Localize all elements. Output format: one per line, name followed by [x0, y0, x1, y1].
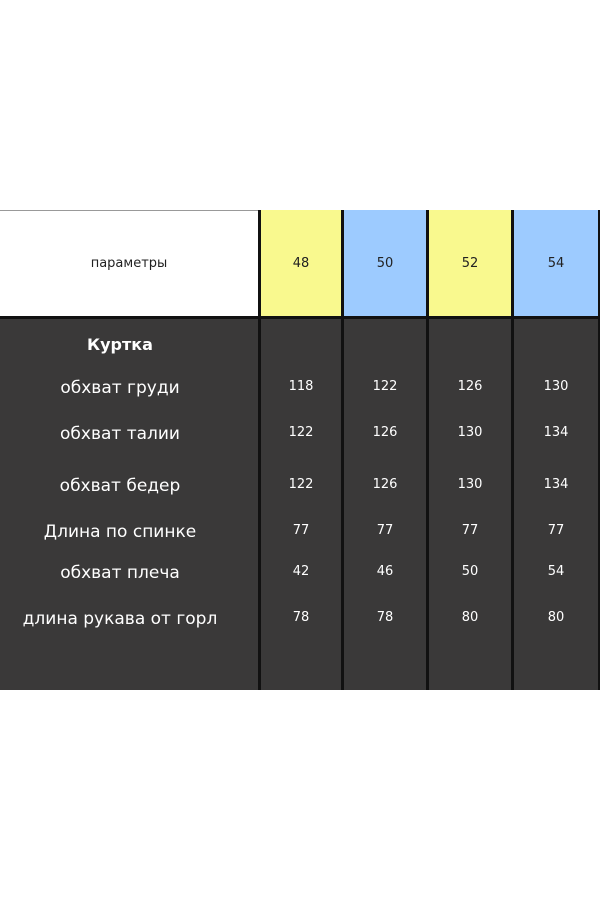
size-value: 54 — [547, 563, 565, 579]
size-value: 122 — [288, 424, 314, 440]
size-value: 77 — [376, 522, 394, 538]
size-value: 130 — [457, 476, 483, 492]
column-divider — [426, 210, 429, 690]
size-table: параметры 48 50 52 54 Куртка обхват груди 118 12… — [0, 210, 600, 690]
row-label: обхват талии — [60, 424, 180, 444]
size-value: 42 — [292, 563, 310, 579]
size-value: 134 — [543, 476, 569, 492]
size-value: 78 — [292, 609, 310, 625]
column-divider — [258, 210, 261, 690]
size-value: 80 — [547, 609, 565, 625]
size-value: 80 — [461, 609, 479, 625]
column-divider — [598, 210, 600, 690]
size-value: 126 — [372, 476, 398, 492]
size-value: 118 — [288, 378, 314, 394]
row-label: обхват плеча — [60, 563, 180, 583]
row-label: длина рукава от горл — [22, 609, 218, 629]
column-divider — [341, 210, 344, 690]
section-title: Куртка — [87, 334, 153, 354]
size-value: 134 — [543, 424, 569, 440]
size-value: 78 — [376, 609, 394, 625]
size-value: 126 — [457, 378, 483, 394]
size-value: 130 — [543, 378, 569, 394]
size-value: 126 — [372, 424, 398, 440]
size-header: 54 — [514, 210, 598, 316]
row-label: Длина по спинке — [43, 522, 197, 542]
size-header: 50 — [344, 210, 426, 316]
size-value: 77 — [461, 522, 479, 538]
size-value: 122 — [288, 476, 314, 492]
header-label: параметры — [0, 210, 258, 316]
size-value: 46 — [376, 563, 394, 579]
size-value: 50 — [461, 563, 479, 579]
row-label: обхват груди — [60, 378, 180, 398]
column-divider — [511, 210, 514, 690]
row-divider — [0, 316, 600, 319]
size-value: 77 — [547, 522, 565, 538]
row-label: обхват бедер — [59, 476, 181, 496]
size-header: 52 — [429, 210, 511, 316]
size-value: 122 — [372, 378, 398, 394]
size-value: 130 — [457, 424, 483, 440]
size-value: 77 — [292, 522, 310, 538]
size-header: 48 — [261, 210, 341, 316]
